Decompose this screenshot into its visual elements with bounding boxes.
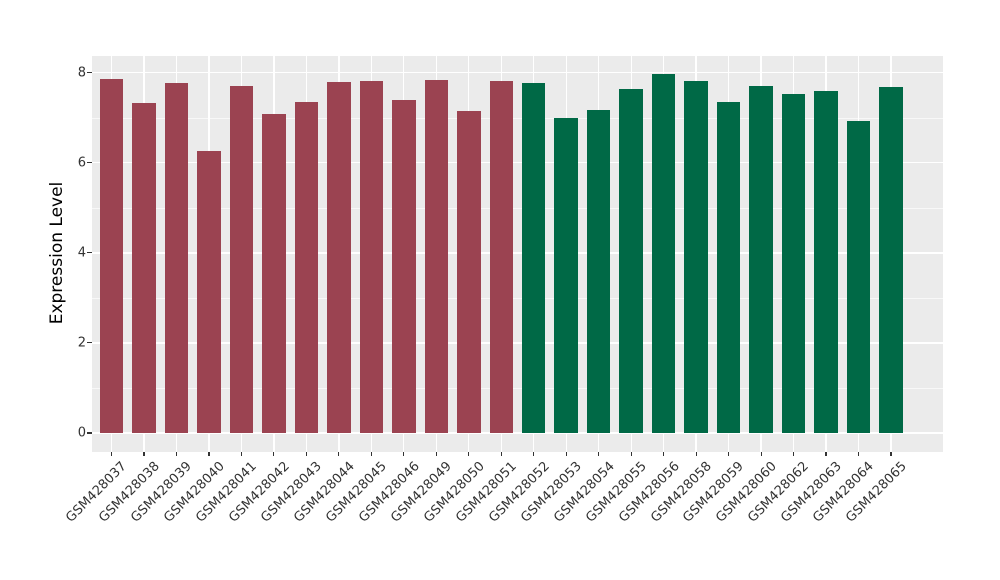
bar-GSM428052: [521, 82, 546, 433]
x-tick-mark: [533, 452, 535, 456]
bar-GSM428051: [489, 80, 513, 433]
y-tick-label: 4: [77, 245, 86, 261]
x-tick-mark: [435, 452, 437, 456]
x-tick-mark: [728, 452, 730, 456]
major-gridline: [92, 342, 943, 344]
bar-GSM428038: [132, 103, 156, 433]
y-tick-label: 0: [77, 425, 86, 441]
y-axis-title: Expression Level: [47, 181, 67, 325]
x-tick-mark: [598, 452, 600, 456]
bar-GSM428058: [684, 80, 708, 433]
x-tick-mark: [565, 452, 567, 456]
x-tick-mark: [695, 452, 697, 456]
x-tick-mark: [890, 452, 892, 456]
y-tick-mark: [87, 252, 92, 254]
major-gridline: [92, 432, 943, 434]
bar-GSM428055: [619, 89, 643, 433]
bar-GSM428040: [197, 151, 221, 433]
minor-gridline: [92, 117, 943, 119]
bar-GSM428063: [814, 90, 838, 433]
bar-GSM428060: [749, 86, 773, 433]
y-tick-mark: [87, 432, 92, 434]
x-tick-mark: [208, 452, 210, 456]
bar-GSM428049: [424, 79, 449, 433]
y-tick-mark: [87, 71, 92, 74]
x-tick-mark: [305, 452, 307, 456]
minor-gridline: [92, 387, 943, 389]
x-tick-mark: [370, 452, 372, 456]
bar-GSM428046: [392, 100, 416, 433]
y-tick-label: 8: [77, 65, 86, 81]
bar-GSM428045: [359, 81, 384, 433]
major-gridline: [92, 252, 943, 254]
y-tick-mark: [87, 162, 92, 164]
bar-GSM428044: [327, 81, 351, 433]
major-gridline: [92, 71, 943, 74]
bar-GSM428037: [99, 79, 124, 433]
x-tick-mark: [175, 452, 178, 456]
y-tick-label: 2: [77, 335, 86, 351]
minor-gridline: [92, 207, 943, 209]
bar-GSM428043: [294, 102, 319, 433]
x-tick-mark: [143, 452, 145, 456]
bar-GSM428059: [716, 102, 741, 433]
bar-GSM428042: [262, 113, 286, 433]
bar-GSM428054: [586, 110, 611, 433]
x-tick-mark: [240, 452, 242, 456]
bar-GSM428050: [457, 111, 481, 433]
bar-GSM428053: [554, 118, 578, 433]
bar-GSM428062: [781, 94, 806, 433]
x-tick-mark: [857, 452, 860, 456]
bar-GSM428065: [879, 87, 903, 433]
x-tick-mark: [468, 452, 470, 456]
bar-GSM428064: [846, 121, 871, 433]
x-tick-mark: [500, 452, 502, 456]
bar-GSM428039: [164, 83, 189, 433]
major-gridline: [92, 161, 943, 164]
x-tick-mark: [338, 452, 340, 456]
minor-gridline: [92, 297, 943, 299]
x-tick-mark: [663, 452, 665, 456]
x-tick-mark: [825, 452, 827, 456]
x-tick-mark: [792, 452, 795, 456]
x-tick-mark: [110, 452, 113, 456]
y-tick-label: 6: [77, 155, 86, 171]
bar-GSM428041: [229, 86, 254, 433]
x-tick-mark: [403, 452, 405, 456]
x-tick-mark: [273, 452, 275, 456]
y-tick-mark: [87, 342, 92, 344]
plot-panel: [92, 56, 943, 452]
bar-GSM428056: [651, 74, 676, 433]
x-tick-mark: [630, 452, 632, 456]
x-tick-mark: [760, 452, 762, 456]
